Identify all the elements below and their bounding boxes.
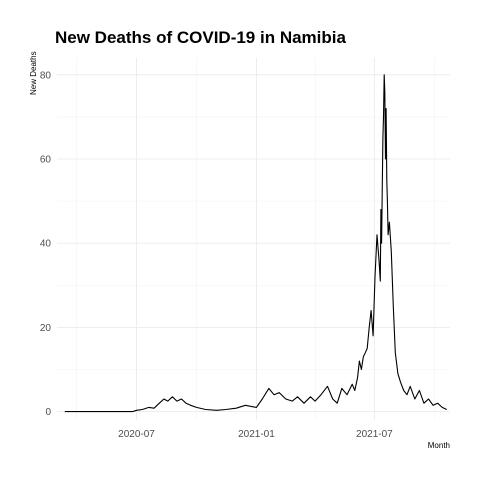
- x-tick-label: 2021-01: [238, 429, 275, 440]
- x-tick-label: 2021-07: [356, 429, 393, 440]
- y-tick-label: 20: [40, 323, 52, 334]
- y-axis-label: New Deaths: [29, 51, 38, 95]
- series-line: [64, 74, 447, 413]
- x-axis-label: Month: [428, 441, 450, 450]
- chart-title: New Deaths of COVID-19 in Namibia: [55, 28, 346, 47]
- x-tick-label: 2020-07: [118, 429, 155, 440]
- y-tick-label: 60: [40, 155, 52, 166]
- grid: [57, 58, 450, 420]
- y-tick-label: 0: [45, 407, 51, 418]
- tick-labels: 0 20 40 60 80 2020-07 2021-01 2021-07: [40, 70, 393, 440]
- y-tick-label: 40: [40, 239, 52, 250]
- y-tick-label: 80: [40, 70, 52, 81]
